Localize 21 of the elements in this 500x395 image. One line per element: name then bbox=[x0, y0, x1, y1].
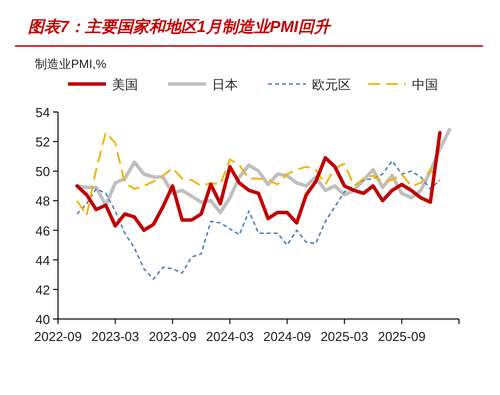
y-tick-label: 40 bbox=[36, 312, 50, 327]
legend-label: 中国 bbox=[412, 77, 438, 92]
y-tick-label: 44 bbox=[36, 252, 50, 268]
x-tick-label: 2024-03 bbox=[206, 329, 254, 344]
x-tick-label: 2024-09 bbox=[263, 329, 311, 344]
legend-label: 欧元区 bbox=[312, 77, 351, 92]
chart-title: 图表7：主要国家和地区1月制造业PMI回升 bbox=[28, 17, 332, 36]
x-tick-label: 2025-03 bbox=[320, 329, 368, 344]
x-tick-label: 2023-09 bbox=[148, 329, 196, 344]
x-tick-label: 2022-09 bbox=[34, 329, 82, 344]
y-axis-title: 制造业PMI,% bbox=[35, 57, 107, 71]
y-tick-label: 50 bbox=[36, 164, 50, 180]
legend-label: 美国 bbox=[112, 77, 138, 92]
y-tick-label: 42 bbox=[36, 282, 50, 298]
y-tick-label: 54 bbox=[36, 105, 50, 120]
x-tick-label: 2023-03 bbox=[91, 329, 140, 344]
y-tick-label: 46 bbox=[36, 223, 50, 238]
x-tick-label: 2025-09 bbox=[378, 329, 426, 344]
y-tick-label: 52 bbox=[36, 134, 50, 150]
legend-label: 日本 bbox=[212, 77, 238, 92]
y-tick-label: 48 bbox=[36, 194, 50, 209]
